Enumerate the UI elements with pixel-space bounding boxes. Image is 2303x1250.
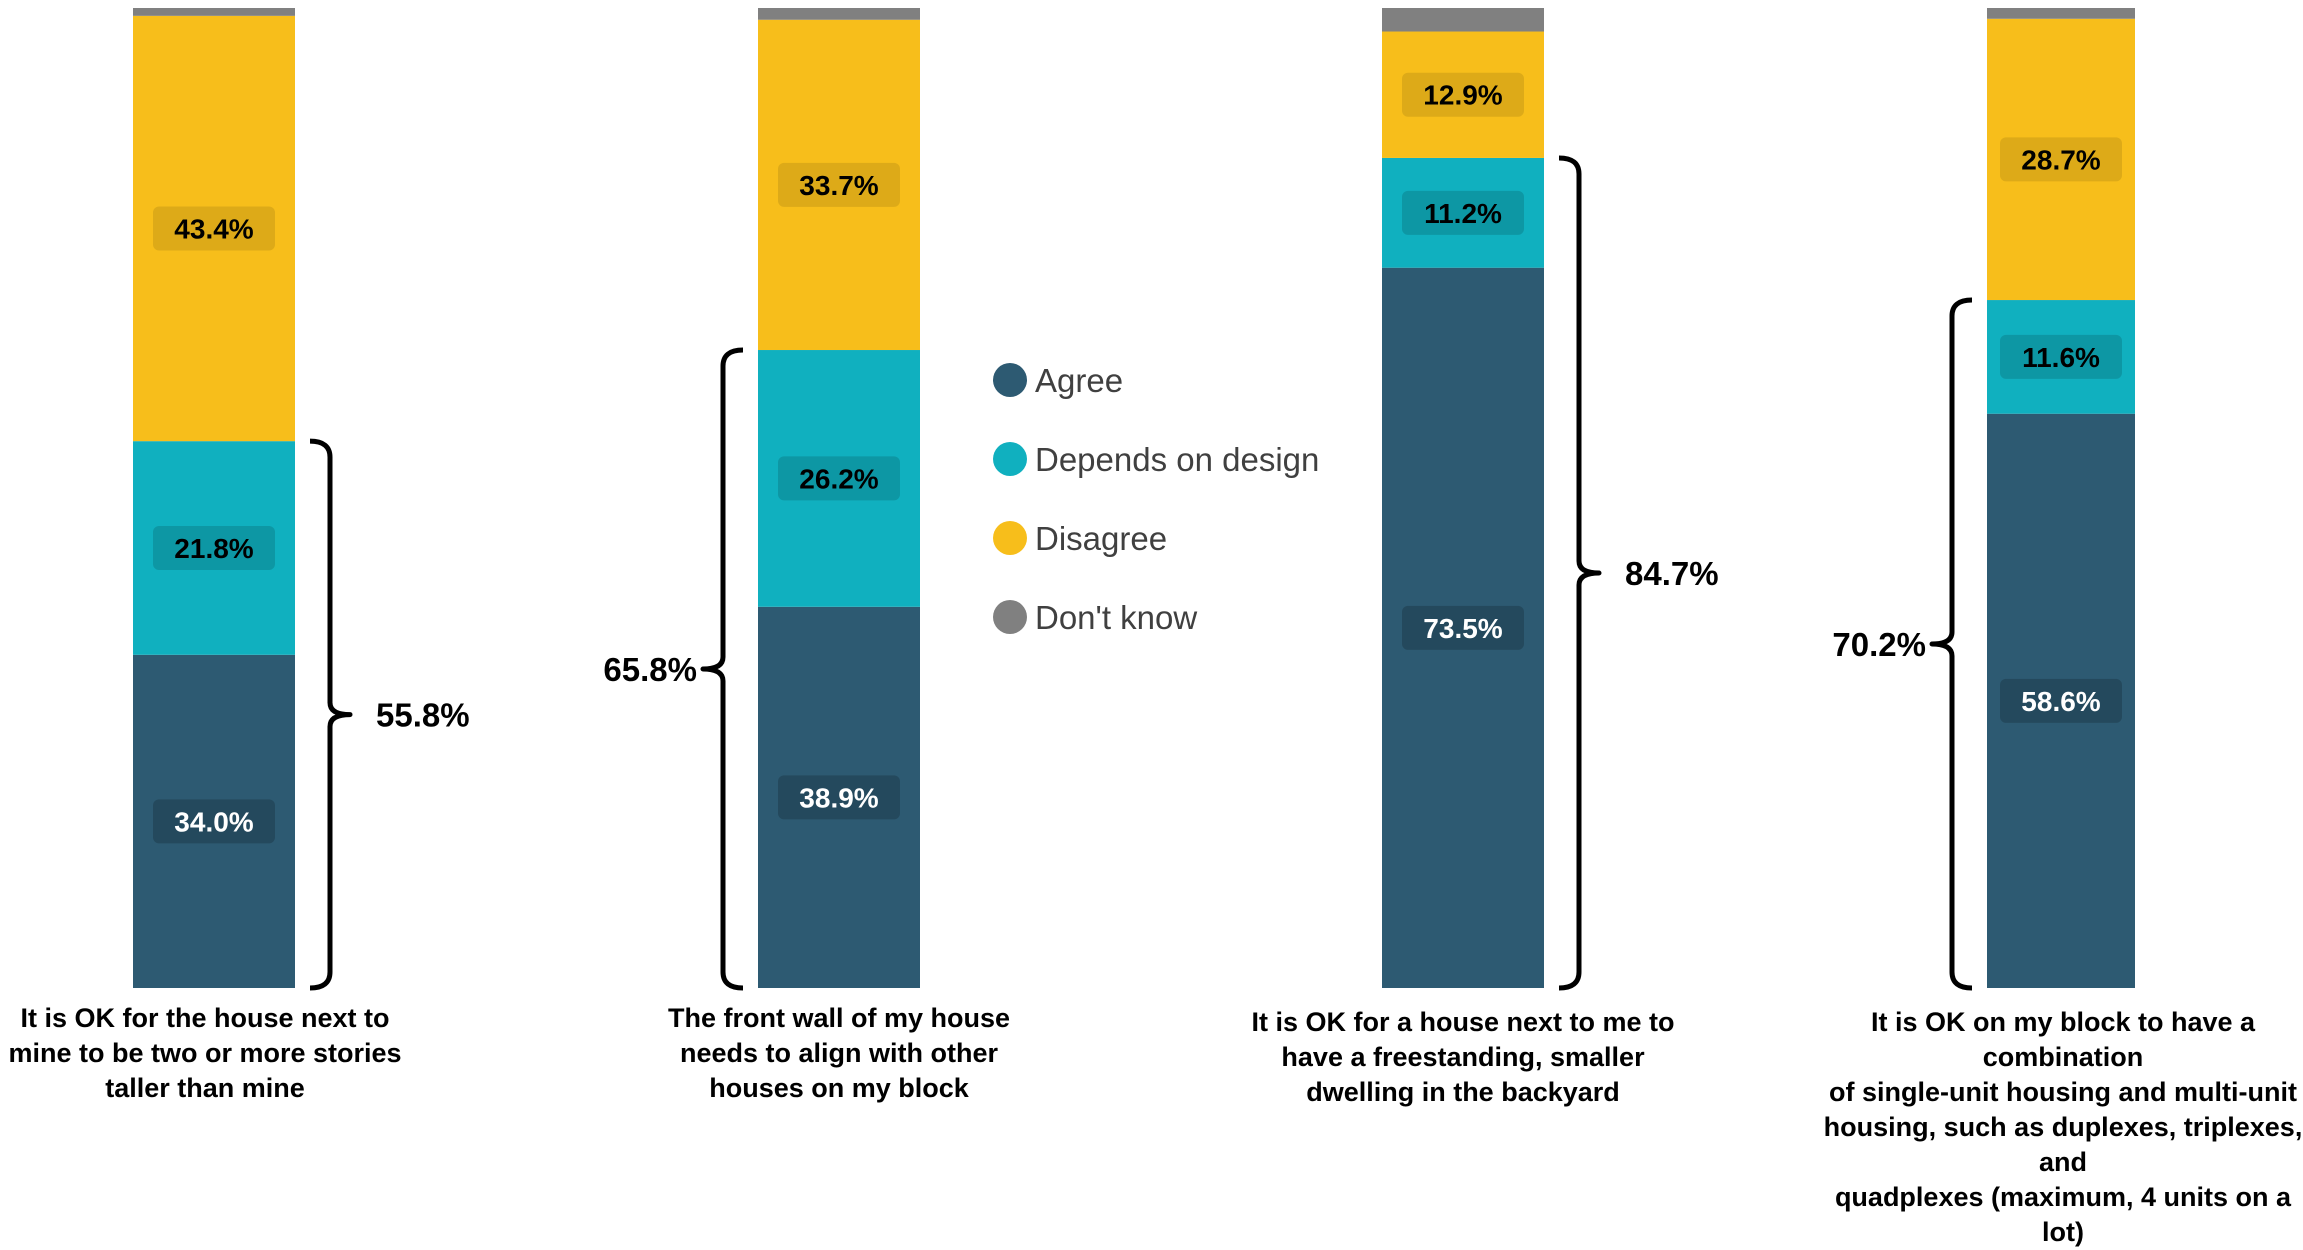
data-label-box [778,775,900,820]
data-label: 33.7% [778,162,900,207]
bracket [700,347,744,991]
bar-segment-agree [1382,267,1544,988]
data-label-box [1402,605,1524,650]
bar-segment-depends-on-design [133,441,295,655]
bar-segment-depends-on-design [1987,300,2135,414]
bar-segment-disagree [1987,18,2135,301]
data-label-text: 34.0% [174,806,253,837]
bar-segment-agree [133,654,295,988]
legend-item: Depends on design [993,441,1319,478]
legend-label: Disagree [1035,520,1167,557]
legend-marker [993,600,1027,634]
legend-item: Disagree [993,520,1167,557]
data-label-box [153,206,275,251]
stacked-bar-chart: 34.0% 21.8% 43.4% 55.8% 38.9% 26.2% 33.7% 65.8%… [133,8,2135,991]
bar-segment-don-t-know [758,8,920,20]
data-label: 21.8% [153,525,275,570]
legend-label: Don't know [1035,599,1197,636]
data-label-box [153,525,275,570]
data-label-text: 33.7% [799,170,878,201]
data-label-box [1402,72,1524,117]
bracket [1558,155,1602,991]
bar-segment-don-t-know [133,8,295,16]
data-label-box [2000,334,2122,379]
data-label-text: 11.6% [2022,342,2100,373]
category-label: It is OK on my block to have a combinati… [1823,1007,2303,1247]
category-label: It is OK for a house next to me to have … [1251,1007,1675,1107]
legend-marker [993,442,1027,476]
data-label-box [1402,190,1524,235]
bar-segment-disagree [758,19,920,351]
bracket-label: 70.2% [1832,626,1926,663]
data-label-text: 43.4% [174,214,253,245]
data-label-box [2000,137,2122,182]
data-label: 11.2% [1402,190,1524,235]
bar-segment-agree [758,606,920,988]
data-label-text: 12.9% [1423,80,1502,111]
bracket [309,438,353,991]
data-label: 11.6% [2000,334,2122,379]
data-label: 34.0% [153,799,275,844]
data-label-text: 38.9% [799,782,878,813]
data-label-text: 28.7% [2021,144,2100,175]
data-label: 28.7% [2000,137,2122,182]
legend-label: Agree [1035,362,1123,399]
bar-segment-don-t-know [1987,8,2135,19]
bar-segment-don-t-know [1382,8,1544,32]
legend-marker [993,521,1027,555]
data-label: 43.4% [153,206,275,251]
data-label-text: 58.6% [2021,686,2100,717]
legend-item: Agree [993,362,1123,399]
data-label: 58.6% [2000,678,2122,723]
data-label-text: 26.2% [799,463,878,494]
data-label: 73.5% [1402,605,1524,650]
category-label: It is OK for the house next to mine to b… [8,1003,402,1103]
data-label-box [778,162,900,207]
bracket-label: 55.8% [376,697,470,734]
data-label: 26.2% [778,456,900,501]
bar-segment-disagree [133,15,295,442]
data-label-text: 73.5% [1423,613,1502,644]
data-label-box [153,799,275,844]
bar-segment-agree [1987,413,2135,989]
legend-label: Depends on design [1035,441,1319,478]
data-label-text: 11.2% [1424,198,1502,229]
category-label: The front wall of my house needs to alig… [667,1003,1011,1103]
bracket-label: 65.8% [603,651,697,688]
data-label-box [2000,678,2122,723]
legend-item: Don't know [993,599,1197,636]
bracket [1929,297,1973,991]
legend-marker [993,363,1027,397]
bar-segment-depends-on-design [1382,157,1544,268]
bar-segment-depends-on-design [758,350,920,607]
data-label-text: 21.8% [174,533,253,564]
data-label: 12.9% [1402,72,1524,117]
bar-segment-disagree [1382,31,1544,158]
data-label: 38.9% [778,775,900,820]
bracket-label: 84.7% [1625,555,1719,592]
data-label-box [778,456,900,501]
